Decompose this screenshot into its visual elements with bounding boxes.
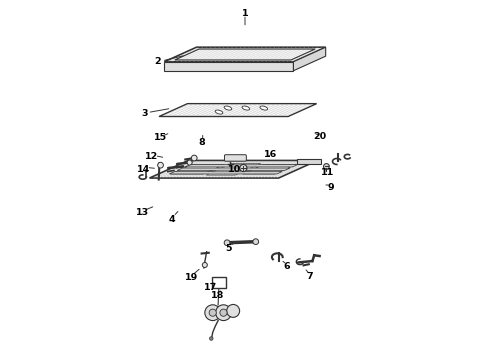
Text: 14: 14 (137, 165, 150, 174)
Bar (212, 277, 225, 288)
Text: 20: 20 (314, 132, 327, 141)
Circle shape (323, 163, 329, 169)
Polygon shape (171, 165, 224, 174)
Text: 15: 15 (154, 133, 167, 142)
Circle shape (187, 160, 192, 165)
Circle shape (220, 309, 227, 316)
Text: 18: 18 (211, 291, 225, 300)
Polygon shape (185, 165, 298, 167)
Polygon shape (294, 47, 326, 71)
Polygon shape (149, 161, 318, 178)
Text: 6: 6 (283, 262, 290, 271)
Text: 11: 11 (321, 168, 334, 177)
Text: 2: 2 (154, 57, 160, 66)
Text: 7: 7 (306, 272, 313, 281)
Text: 3: 3 (141, 109, 148, 118)
Ellipse shape (215, 110, 223, 114)
Ellipse shape (224, 106, 232, 110)
Polygon shape (164, 62, 294, 71)
Circle shape (205, 305, 220, 320)
Text: 16: 16 (264, 150, 277, 159)
Polygon shape (164, 47, 326, 62)
Text: 4: 4 (168, 215, 175, 224)
Text: 8: 8 (198, 138, 205, 147)
Polygon shape (297, 159, 320, 164)
FancyBboxPatch shape (224, 155, 246, 161)
Circle shape (158, 162, 163, 168)
Text: 17: 17 (204, 283, 218, 292)
Ellipse shape (260, 106, 268, 110)
Circle shape (202, 262, 207, 267)
Ellipse shape (242, 106, 250, 110)
Polygon shape (159, 104, 317, 117)
Circle shape (209, 309, 216, 316)
Text: 10: 10 (228, 165, 241, 174)
Circle shape (210, 337, 213, 340)
Polygon shape (206, 163, 261, 175)
Text: 12: 12 (145, 152, 158, 161)
Circle shape (253, 239, 259, 244)
Text: 13: 13 (136, 208, 149, 217)
Polygon shape (169, 172, 282, 174)
Circle shape (224, 240, 230, 246)
Text: 1: 1 (242, 9, 248, 18)
Text: 9: 9 (328, 183, 334, 192)
Text: 19: 19 (185, 273, 198, 282)
Polygon shape (177, 168, 290, 170)
Circle shape (216, 305, 231, 320)
Polygon shape (243, 165, 296, 174)
Text: 5: 5 (225, 244, 232, 253)
Circle shape (240, 165, 247, 172)
Circle shape (227, 305, 240, 318)
Circle shape (192, 155, 197, 161)
